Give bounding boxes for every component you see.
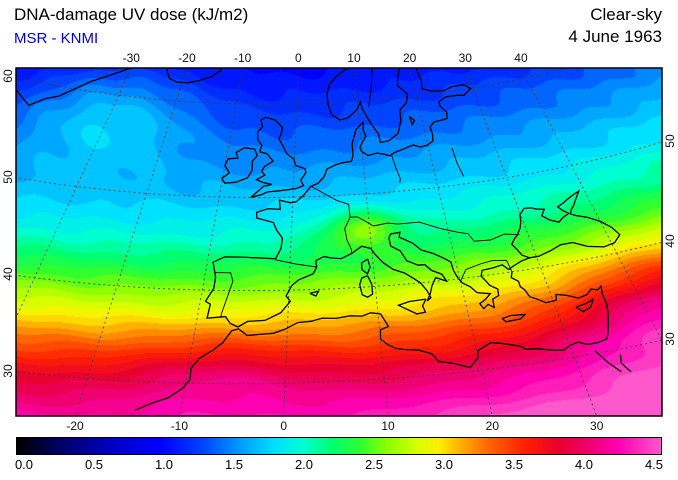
lon-bottom-label: -10: [170, 419, 189, 433]
page-title: DNA-damage UV dose (kJ/m2): [14, 5, 249, 24]
lon-top-label: -30: [122, 51, 140, 65]
colorbar: [17, 438, 661, 454]
lon-bottom-label: 0: [280, 419, 288, 433]
lat-left-label: 60: [1, 69, 15, 84]
lon-top-label: -10: [233, 51, 252, 65]
colorbar-label: 4.0: [574, 457, 594, 472]
colorbar-label: 3.0: [434, 457, 454, 472]
colorbar-label: 2.5: [364, 457, 384, 472]
sky-condition-label: Clear-sky: [590, 5, 662, 24]
lat-left-label: 50: [1, 169, 15, 184]
lon-top-label: -20: [178, 51, 196, 65]
lat-right-label: 40: [663, 234, 677, 248]
lon-bottom-label: -20: [66, 419, 84, 433]
lat-left-label: 40: [1, 267, 15, 282]
data-source-label: MSR - KNMI: [14, 30, 99, 47]
lon-bottom-label: 20: [485, 419, 500, 433]
lat-left-label: 30: [1, 364, 15, 378]
colorbar-label: 0.0: [14, 457, 34, 472]
colorbar-label: 0.5: [84, 457, 104, 472]
lon-top-label: 40: [514, 51, 528, 65]
colorbar-label: 4.5: [644, 457, 664, 472]
lon-bottom-label: 30: [590, 419, 604, 433]
lon-top-label: 10: [347, 51, 361, 65]
lat-right-label: 50: [663, 134, 677, 148]
colorbar-label: 3.5: [504, 457, 524, 472]
colorbar-label: 2.0: [294, 457, 314, 472]
lon-top-label: 20: [402, 51, 417, 65]
lon-top-label: 0: [294, 51, 302, 65]
uv-dose-field-canvas: [16, 68, 662, 416]
colorbar-frame: [16, 437, 662, 455]
colorbar-label: 1.5: [224, 457, 244, 472]
lat-right-label: 30: [663, 332, 677, 347]
colorbar-label: 1.0: [154, 457, 174, 472]
lon-top-label: 30: [458, 51, 472, 65]
lon-bottom-label: 10: [381, 419, 395, 433]
date-label: 4 June 1963: [568, 27, 662, 46]
